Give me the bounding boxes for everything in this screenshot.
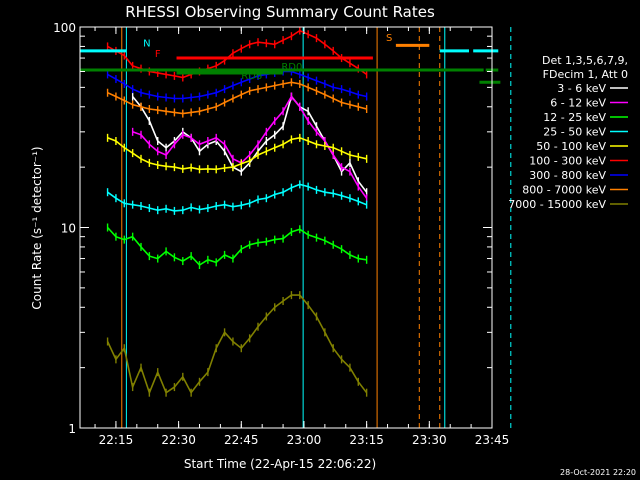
x-axis-label: Start Time (22-Apr-15 22:06:22) [184,457,376,471]
annotation-2: RD6 [241,71,262,82]
x-tick-label-1: 22:30 [161,433,196,447]
annotation-1: F [155,49,161,60]
series-line-7 [107,81,367,115]
series-line-3 [107,183,367,212]
y-tick-label-1: 10 [61,222,76,236]
legend: Det 1,3,5,6,7,9,FDecim 1, Att 03 - 6 keV… [508,54,628,211]
legend-label-7: 800 - 7000 keV [522,184,606,197]
series-line-2 [107,226,367,267]
legend-label-5: 100 - 300 keV [529,155,606,168]
x-tick-label-6: 23:45 [475,433,510,447]
legend-label-2: 12 - 25 keV [543,111,606,124]
series-2 [106,223,368,270]
legend-label-6: 300 - 800 keV [529,169,606,182]
x-tick-label-2: 22:45 [224,433,259,447]
y-tick-label-0: 1 [68,422,76,436]
annotation-4: S [386,33,392,44]
series-line-5 [107,29,368,79]
legend-header-1: FDecim 1, Att 0 [543,68,628,81]
series-line-4 [107,136,367,171]
series-line-8 [106,294,368,396]
timestamp-stamp: 28-Oct-2021 22:20 [560,468,636,477]
series-8 [106,291,368,397]
legend-label-4: 50 - 100 keV [536,140,606,153]
series-1 [131,92,368,203]
annotation-3: RD0 [281,62,302,73]
annotation-0: N [143,38,150,49]
y-tick-label-2: 100 [53,21,76,35]
chart-title: RHESSI Observing Summary Count Rates [125,3,435,21]
x-tick-label-5: 23:30 [412,433,447,447]
legend-label-0: 3 - 6 keV [557,82,606,95]
series-3 [106,180,368,215]
legend-label-1: 6 - 12 keV [550,97,606,110]
legend-label-3: 25 - 50 keV [543,126,606,139]
series-4 [106,133,368,174]
series-line-6 [107,70,367,100]
x-tick-label-0: 22:15 [99,433,134,447]
legend-label-8: 7000 - 15000 keV [508,198,606,211]
legend-header-0: Det 1,3,5,6,7,9, [542,54,628,67]
x-tick-label-3: 23:00 [287,433,322,447]
y-axis-label: Count Rate (s⁻¹ detector⁻¹) [30,146,44,309]
series-7 [106,78,368,118]
x-tick-label-4: 23:15 [349,433,384,447]
